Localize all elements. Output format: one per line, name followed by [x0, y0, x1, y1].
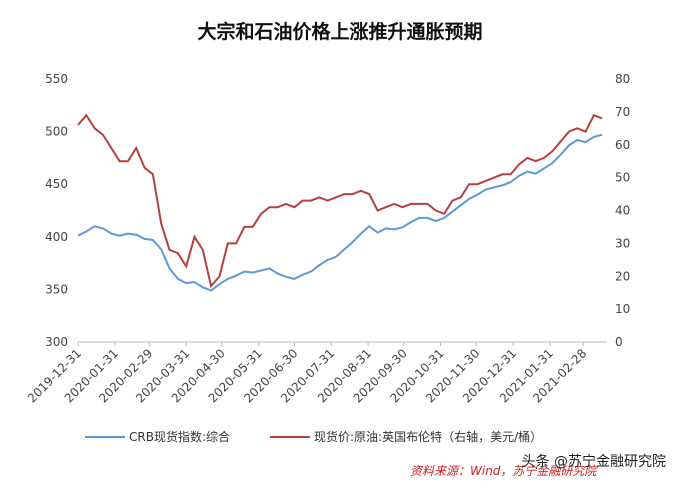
y2-tick-label: 20: [615, 269, 630, 283]
source-note: 资料来源：Wind，苏宁金融研究院: [410, 464, 598, 478]
y2-tick-label: 70: [615, 105, 630, 119]
y2-tick-label: 0: [615, 335, 623, 349]
y2-tick-label: 10: [615, 302, 630, 316]
y-tick-label: 450: [45, 177, 68, 191]
y-tick-label: 500: [45, 125, 68, 139]
y2-tick-label: 80: [615, 72, 630, 86]
y2-tick-label: 40: [615, 204, 630, 218]
y-tick-label: 550: [45, 72, 68, 86]
y2-tick-label: 30: [615, 236, 630, 250]
y-tick-label: 400: [45, 230, 68, 244]
y-tick-label: 300: [45, 335, 68, 349]
legend-label: CRB现货指数:综合: [129, 429, 230, 444]
data-line: [77, 133, 603, 292]
y2-tick-label: 60: [615, 138, 630, 152]
y2-tick-label: 50: [615, 171, 630, 185]
legend-label: 现货价:原油:英国布伦特（右轴，美元/桶）: [314, 429, 542, 444]
y-tick-label: 350: [45, 282, 68, 296]
chart-title: 大宗和石油价格上涨推升通胀预期: [197, 20, 482, 43]
data-line: [77, 113, 603, 289]
watermark: 头条 @苏宁金融研究院: [522, 453, 666, 470]
